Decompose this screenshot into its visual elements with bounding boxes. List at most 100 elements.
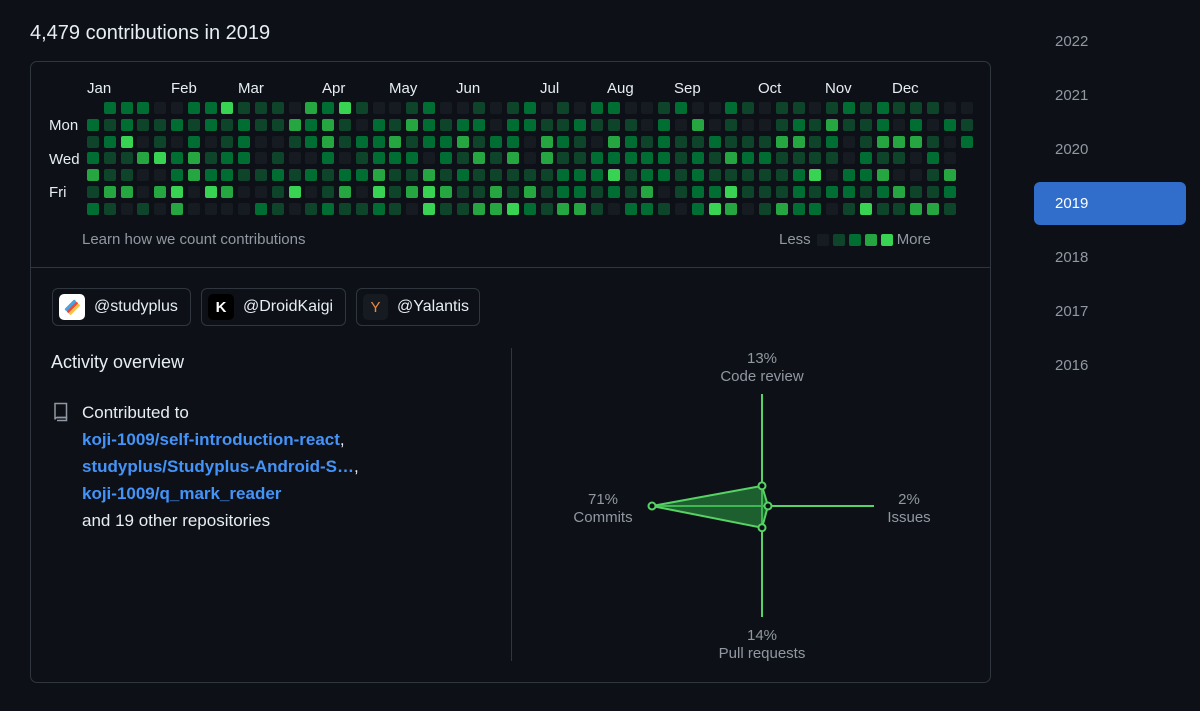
contribution-day-cell[interactable] [725,135,738,148]
contribution-day-cell[interactable] [221,202,234,215]
contribution-day-cell[interactable] [927,202,939,215]
contribution-day-cell[interactable] [507,152,519,165]
contribution-day-cell[interactable] [691,202,704,215]
contribution-day-cell[interactable] [876,135,889,148]
contribution-day-cell[interactable] [187,152,200,165]
contribution-day-cell[interactable] [103,102,116,114]
contribution-day-cell[interactable] [708,202,721,215]
contribution-day-cell[interactable] [691,135,704,148]
contribution-day-cell[interactable] [540,186,553,198]
contribution-day-cell[interactable] [120,135,133,148]
contribution-day-cell[interactable] [876,118,889,131]
contribution-day-cell[interactable] [355,118,368,131]
contribution-day-cell[interactable] [372,135,385,148]
contribution-day-cell[interactable] [255,135,267,148]
contribution-day-cell[interactable] [792,135,805,148]
contribution-day-cell[interactable] [406,186,419,198]
contribution-day-cell[interactable] [238,152,251,165]
contribution-day-cell[interactable] [288,135,301,148]
contribution-day-cell[interactable] [238,102,251,114]
contribution-day-cell[interactable] [893,202,906,215]
contribution-day-cell[interactable] [87,118,99,131]
contribution-day-cell[interactable] [255,169,267,182]
contribution-day-cell[interactable] [775,152,788,165]
contribution-day-cell[interactable] [355,135,368,148]
contribution-day-cell[interactable] [154,186,167,198]
contribution-day-cell[interactable] [557,202,570,215]
contribution-day-cell[interactable] [843,118,855,131]
contribution-day-cell[interactable] [389,118,402,131]
contribution-day-cell[interactable] [641,135,654,148]
contribution-day-cell[interactable] [809,186,822,198]
contribution-day-cell[interactable] [204,169,217,182]
contribution-day-cell[interactable] [641,186,654,198]
contribution-day-cell[interactable] [355,169,368,182]
contribution-day-cell[interactable] [792,186,805,198]
contribution-day-cell[interactable] [171,102,183,114]
contribution-day-cell[interactable] [641,118,654,131]
contribution-day-cell[interactable] [288,152,301,165]
contribution-day-cell[interactable] [523,186,536,198]
contribution-day-cell[interactable] [523,102,536,114]
contribution-day-cell[interactable] [792,102,805,114]
contribution-day-cell[interactable] [691,118,704,131]
contribution-day-cell[interactable] [255,202,267,215]
contribution-day-cell[interactable] [439,152,452,165]
contribution-day-cell[interactable] [725,186,738,198]
contribution-day-cell[interactable] [339,186,351,198]
contribution-day-cell[interactable] [238,135,251,148]
contribution-day-cell[interactable] [792,202,805,215]
repo-link[interactable]: koji-1009/q_mark_reader [82,484,282,503]
contribution-day-cell[interactable] [490,135,503,148]
contribution-day-cell[interactable] [456,202,469,215]
contribution-day-cell[interactable] [406,135,419,148]
contribution-day-cell[interactable] [540,118,553,131]
contribution-day-cell[interactable] [859,152,872,165]
contribution-day-cell[interactable] [859,102,872,114]
contribution-day-cell[interactable] [423,102,435,114]
contribution-day-cell[interactable] [826,186,839,198]
contribution-day-cell[interactable] [171,118,183,131]
contribution-day-cell[interactable] [809,202,822,215]
contribution-day-cell[interactable] [843,152,855,165]
contribution-day-cell[interactable] [708,169,721,182]
contribution-day-cell[interactable] [238,202,251,215]
contribution-day-cell[interactable] [389,102,402,114]
contribution-day-cell[interactable] [591,169,603,182]
contribution-day-cell[interactable] [305,169,318,182]
contribution-day-cell[interactable] [607,169,620,182]
contribution-day-cell[interactable] [120,202,133,215]
contribution-day-cell[interactable] [943,152,956,165]
contribution-day-cell[interactable] [759,202,771,215]
contribution-day-cell[interactable] [221,102,234,114]
contribution-day-cell[interactable] [389,186,402,198]
contribution-day-cell[interactable] [339,169,351,182]
contribution-day-cell[interactable] [927,186,939,198]
contribution-day-cell[interactable] [557,186,570,198]
contribution-day-cell[interactable] [540,202,553,215]
contribution-day-cell[interactable] [792,118,805,131]
contribution-day-cell[interactable] [87,169,99,182]
contribution-day-cell[interactable] [624,135,637,148]
contribution-day-cell[interactable] [943,135,956,148]
contribution-day-cell[interactable] [507,118,519,131]
contribution-day-cell[interactable] [238,118,251,131]
contribution-day-cell[interactable] [675,118,687,131]
contribution-day-cell[interactable] [103,135,116,148]
contribution-day-cell[interactable] [171,169,183,182]
contribution-day-cell[interactable] [187,135,200,148]
contribution-day-cell[interactable] [893,186,906,198]
contribution-day-cell[interactable] [372,118,385,131]
contribution-day-cell[interactable] [120,152,133,165]
repo-link[interactable]: koji-1009/self-introduction-react [82,430,340,449]
contribution-day-cell[interactable] [641,202,654,215]
contribution-day-cell[interactable] [759,118,771,131]
contribution-day-cell[interactable] [389,135,402,148]
contribution-day-cell[interactable] [960,135,973,148]
contribution-day-cell[interactable] [910,102,923,114]
contribution-day-cell[interactable] [305,202,318,215]
contribution-day-cell[interactable] [221,135,234,148]
contribution-day-cell[interactable] [372,169,385,182]
contribution-day-cell[interactable] [473,102,486,114]
contribution-day-cell[interactable] [809,102,822,114]
